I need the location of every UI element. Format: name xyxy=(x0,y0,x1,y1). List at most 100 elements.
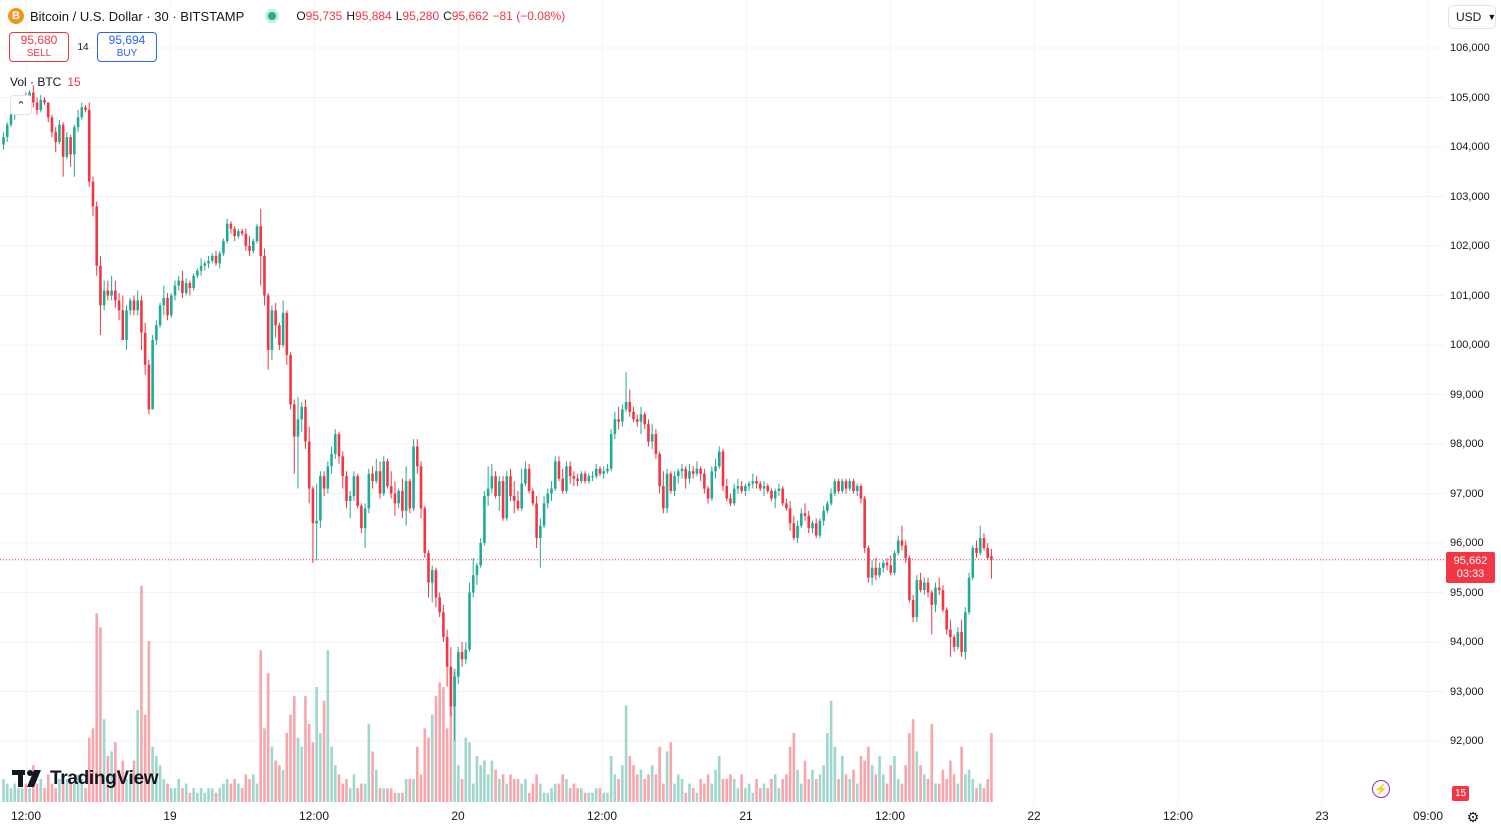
time-tick: 23 xyxy=(1315,809,1329,823)
volume-bar xyxy=(568,788,572,802)
candle-body xyxy=(9,114,13,125)
price-tick: 96,000 xyxy=(1450,537,1484,549)
chart-canvas[interactable] xyxy=(0,0,1444,805)
volume-bar xyxy=(28,788,31,802)
volume-bar xyxy=(13,783,16,802)
candle-body xyxy=(923,582,926,591)
candle-body xyxy=(602,471,606,474)
candle-body xyxy=(375,471,378,482)
candle-body xyxy=(609,434,613,469)
sell-button[interactable]: 95,680 SELL xyxy=(9,32,69,62)
candle-body xyxy=(509,476,512,496)
candle-body xyxy=(632,411,635,420)
candle-body xyxy=(468,592,471,650)
volume-bar xyxy=(662,783,665,802)
candle-body xyxy=(576,478,579,482)
tradingview-logo[interactable]: TradingView xyxy=(12,768,159,790)
candle-body xyxy=(814,523,818,536)
currency-selector[interactable]: USD ▼ xyxy=(1448,5,1496,29)
candle-body xyxy=(270,310,274,350)
volume-bar xyxy=(852,769,855,802)
candle-body xyxy=(583,473,587,482)
volume-bar xyxy=(468,742,471,802)
candle-body xyxy=(311,488,315,524)
volume-bar xyxy=(859,756,863,802)
candle-body xyxy=(747,483,751,487)
candle-body xyxy=(937,587,941,591)
candle-body xyxy=(863,498,866,548)
candle-body xyxy=(755,481,758,484)
candle-body xyxy=(553,461,557,489)
time-tick: 12:00 xyxy=(586,809,618,823)
price-tick: 95,000 xyxy=(1450,586,1484,599)
candle-body xyxy=(278,325,281,345)
price-tick: 104,000 xyxy=(1450,141,1490,153)
volume-bar xyxy=(539,783,542,802)
price-tick: 106,000 xyxy=(1450,42,1490,54)
candle-body xyxy=(210,255,214,261)
candle-body xyxy=(248,246,251,251)
candle-body xyxy=(401,491,404,511)
candle-body xyxy=(990,556,993,560)
volume-bar xyxy=(143,714,147,802)
volume-bar xyxy=(360,783,363,802)
candle-body xyxy=(762,486,766,489)
volume-bar xyxy=(602,792,606,802)
time-tick: 21 xyxy=(739,809,753,823)
volume-bar xyxy=(483,760,486,802)
volume-bar xyxy=(926,779,930,802)
symbol-title[interactable]: Bitcoin / U.S. Dollar · 30 · BITSTAMP xyxy=(30,8,245,24)
volume-bar xyxy=(669,742,673,802)
volume-bar xyxy=(203,792,207,802)
candle-body xyxy=(43,99,46,103)
candle-body xyxy=(408,481,412,509)
candle-body xyxy=(416,446,419,467)
volume-bar xyxy=(199,788,203,802)
candle-body xyxy=(87,109,91,182)
volume-bar xyxy=(210,788,214,802)
volume-bar xyxy=(531,783,535,802)
volume-bar xyxy=(706,774,710,802)
candle-body xyxy=(464,649,468,660)
price-tick: 105,000 xyxy=(1450,91,1490,104)
candle-body xyxy=(389,486,393,494)
tradingview-wordmark: TradingView xyxy=(50,768,159,789)
volume-bar xyxy=(222,783,225,802)
volume-bar xyxy=(952,774,956,802)
price-scale[interactable]: 106,000 105,000 104,000 103,000 102,000 101,0… xyxy=(1444,0,1501,805)
candle-body xyxy=(874,567,878,576)
volume-bar xyxy=(367,723,371,802)
candle-body xyxy=(945,609,948,630)
volume-legend[interactable]: Vol · BTC 15 xyxy=(10,75,81,89)
flash-icon[interactable]: ⚡ xyxy=(1372,780,1390,798)
volume-bar xyxy=(747,783,751,802)
candle-body xyxy=(580,473,583,482)
volume-bar xyxy=(471,783,475,802)
buy-button[interactable]: 95,694 BUY xyxy=(97,32,157,62)
volume-bar xyxy=(326,650,330,802)
volume-bar xyxy=(870,765,874,802)
candle-body xyxy=(911,599,915,618)
candle-body xyxy=(721,451,725,487)
volume-bar xyxy=(744,788,747,802)
candle-body xyxy=(796,525,799,539)
candle-body xyxy=(251,241,255,251)
volume-bar xyxy=(818,774,822,802)
time-axis[interactable]: 12:00 19 12:00 20 12:00 21 12:00 22 12:00 23 09:00 xyxy=(0,805,1444,829)
volume-bar xyxy=(714,769,717,802)
volume-bar xyxy=(863,760,866,802)
close-label: C xyxy=(443,9,452,23)
candle-body xyxy=(758,483,762,489)
volume-bar xyxy=(788,746,792,802)
candle-body xyxy=(281,312,285,345)
volume-bar xyxy=(300,746,304,802)
collapse-legend-button[interactable]: ⌃ xyxy=(10,95,32,115)
volume-bar xyxy=(837,779,840,802)
candle-body xyxy=(173,285,177,296)
volume-bar xyxy=(173,788,177,802)
candle-body xyxy=(393,493,397,504)
gear-icon[interactable]: ⚙ xyxy=(1466,808,1480,825)
candle-body xyxy=(218,253,222,264)
candle-body xyxy=(95,206,98,266)
volume-bar xyxy=(266,673,270,802)
